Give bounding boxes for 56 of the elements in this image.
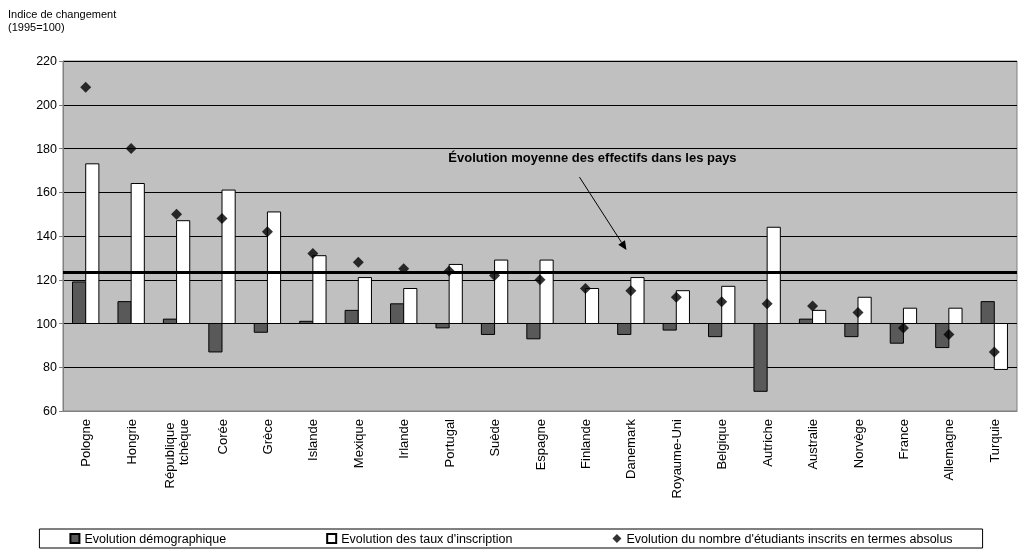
x-tick-label: Autriche	[759, 419, 775, 467]
x-tick-label: Portugal	[441, 418, 457, 468]
point	[216, 213, 228, 224]
point	[398, 263, 410, 275]
point	[852, 307, 864, 319]
x-tick-label: Danemark	[623, 418, 639, 479]
annotation: Évolution moyenne des effectifs dans les pays	[448, 149, 737, 165]
point	[489, 269, 501, 281]
point	[716, 296, 728, 308]
x-tick-label: Belgique	[714, 419, 730, 470]
x-tick-label: Norvège	[850, 419, 866, 469]
x-tick-label: Turquie	[986, 419, 1002, 463]
point	[307, 248, 319, 259]
legend-label: Evolution des taux d'inscription	[341, 531, 513, 546]
x-tick-label: Irlande	[396, 419, 412, 459]
y-tick-label: 140	[36, 229, 58, 243]
x-tick-label: Mexique	[350, 419, 366, 469]
point	[670, 291, 682, 303]
point	[988, 346, 1000, 358]
point	[579, 283, 591, 294]
point	[352, 256, 364, 268]
y-tick-label: 80	[43, 360, 58, 375]
point	[943, 328, 955, 340]
point	[125, 143, 137, 154]
x-tick-label: Hongrie	[123, 419, 139, 465]
y-tick-label: 60	[43, 404, 58, 418]
point	[625, 285, 637, 297]
point	[80, 81, 92, 93]
x-tick-label: Royaume-Uni	[668, 418, 684, 499]
point	[897, 322, 909, 334]
legend-label: Evolution démographique	[84, 531, 227, 546]
y-tick-label: 160	[36, 185, 58, 200]
y-tick-label: 180	[36, 141, 58, 156]
y-tick-label: 200	[36, 97, 58, 112]
x-tick-label: France	[895, 419, 911, 460]
x-tick-label: Grèce	[259, 419, 275, 455]
x-tick-label: Islande	[305, 419, 321, 461]
x-tick-label: République tchèque	[162, 419, 192, 489]
x-tick-label: Pologne	[78, 419, 94, 467]
point	[534, 274, 546, 286]
x-tick-label: Espagne	[532, 419, 548, 471]
x-tick-label: Corée	[214, 419, 230, 455]
x-tick-label: Finlande	[577, 419, 593, 469]
y-tick-label: 220	[36, 54, 58, 68]
point	[261, 226, 273, 238]
point	[761, 298, 773, 310]
point	[443, 265, 455, 277]
point	[171, 208, 183, 220]
y-tick-label: 120	[36, 272, 58, 287]
legend-label: Evolution du nombre d'étudiants inscrits en termes absolus	[626, 531, 953, 546]
point	[807, 300, 819, 312]
y-axis-title: Indice de changement (1995=100)	[8, 7, 117, 33]
x-tick-label: Suède	[487, 419, 503, 457]
x-tick-label: Allemagne	[941, 419, 957, 481]
x-tick-label: Australie	[805, 419, 821, 470]
y-tick-label: 100	[36, 316, 58, 331]
